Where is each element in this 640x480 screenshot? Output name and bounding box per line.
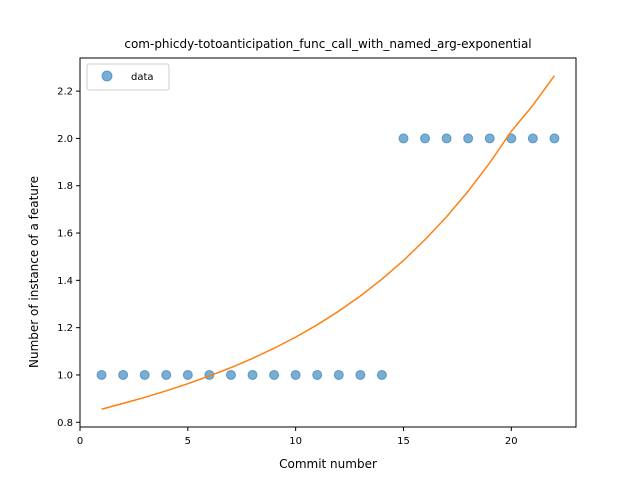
x-tick-label: 20: [505, 436, 518, 447]
x-tick-label: 5: [185, 436, 191, 447]
data-point: [484, 133, 495, 144]
legend-label-data: data: [131, 72, 154, 83]
data-point: [527, 133, 538, 144]
data-point: [182, 369, 193, 380]
data-point: [139, 369, 150, 380]
data-point: [161, 369, 172, 380]
legend-frame: [86, 63, 170, 91]
y-tick-label: 1.2: [57, 323, 73, 334]
x-tick-label: 0: [77, 436, 83, 447]
chart-title: com-phicdy-totoanticipation_func_call_wi…: [124, 37, 531, 51]
data-point: [118, 369, 129, 380]
y-tick-label: 2.2: [57, 87, 73, 98]
fit-line: [101, 75, 556, 410]
y-axis-label: Number of instance of a feature: [27, 176, 41, 368]
data-point: [247, 369, 258, 380]
data-point: [290, 369, 301, 380]
x-tick-label: 10: [289, 436, 302, 447]
y-tick-label: 1.6: [57, 229, 73, 240]
data-point: [420, 133, 431, 144]
y-tick-label: 2.0: [57, 134, 73, 145]
data-point: [355, 369, 366, 380]
y-tick-label: 1.0: [57, 370, 73, 381]
data-point: [312, 369, 323, 380]
legend-marker-data: [101, 70, 113, 82]
y-tick-label: 1.4: [57, 276, 73, 287]
data-point: [333, 369, 344, 380]
data-point: [463, 133, 474, 144]
x-axis-label: Commit number: [279, 457, 377, 471]
y-axis-ticks: 0.8 1.0 1.2 1.4 1.6 1.8 2.0 2.2: [57, 87, 80, 429]
data-point: [441, 133, 452, 144]
plot-area: [79, 57, 577, 428]
data-point: [269, 369, 280, 380]
legend: data: [86, 63, 170, 91]
axes-frame: [79, 57, 577, 428]
data-point: [398, 133, 409, 144]
x-axis-ticks: 0 5 10 15 20: [77, 427, 518, 447]
y-tick-label: 0.8: [57, 418, 73, 429]
x-tick-label: 15: [397, 436, 410, 447]
data-point: [376, 369, 387, 380]
data-point: [225, 369, 236, 380]
y-tick-label: 1.8: [57, 181, 73, 192]
data-point: [549, 133, 560, 144]
data-point: [96, 369, 107, 380]
